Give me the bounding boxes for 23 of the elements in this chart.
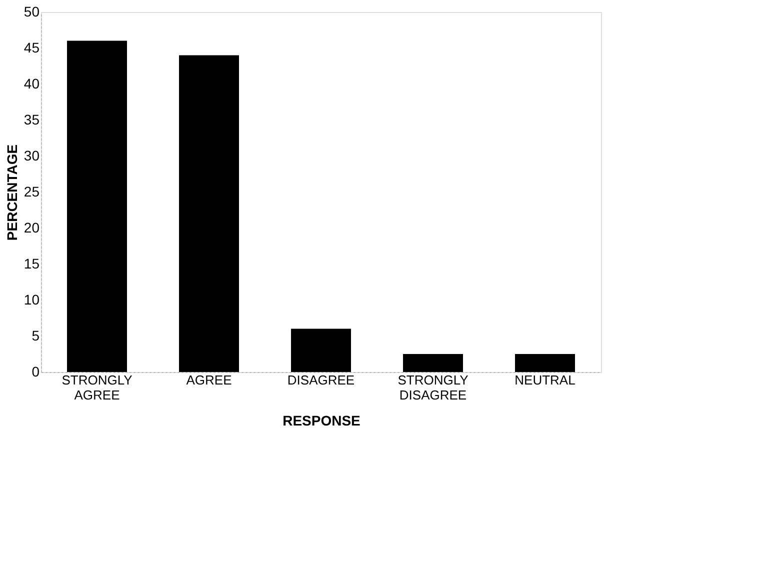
y-tick-label: 5 — [32, 328, 40, 344]
y-tick-label: 50 — [24, 4, 40, 20]
y-tick-label: 35 — [24, 112, 40, 128]
bar — [67, 40, 127, 372]
bar — [291, 328, 351, 372]
y-axis-title: PERCENTAGE — [4, 144, 20, 241]
bar — [179, 55, 239, 372]
y-tick-label: 10 — [24, 292, 40, 308]
x-tick-label: AGREE — [186, 372, 232, 388]
x-tick-label: DISAGREE — [287, 372, 355, 388]
y-tick-label: 40 — [24, 76, 40, 92]
x-axis-title: RESPONSE — [282, 412, 360, 428]
x-tick-label: STRONGLY DISAGREE — [398, 372, 469, 402]
bar — [515, 354, 575, 372]
y-tick-label: 45 — [24, 40, 40, 56]
y-tick-label: 20 — [24, 220, 40, 236]
x-tick-label: STRONGLY AGREE — [62, 372, 133, 402]
bar — [403, 354, 463, 372]
y-tick-label: 0 — [32, 364, 40, 380]
y-tick-label: 25 — [24, 184, 40, 200]
y-tick-label: 30 — [24, 148, 40, 164]
x-tick-label: NEUTRAL — [514, 372, 576, 388]
y-tick-label: 15 — [24, 256, 40, 272]
